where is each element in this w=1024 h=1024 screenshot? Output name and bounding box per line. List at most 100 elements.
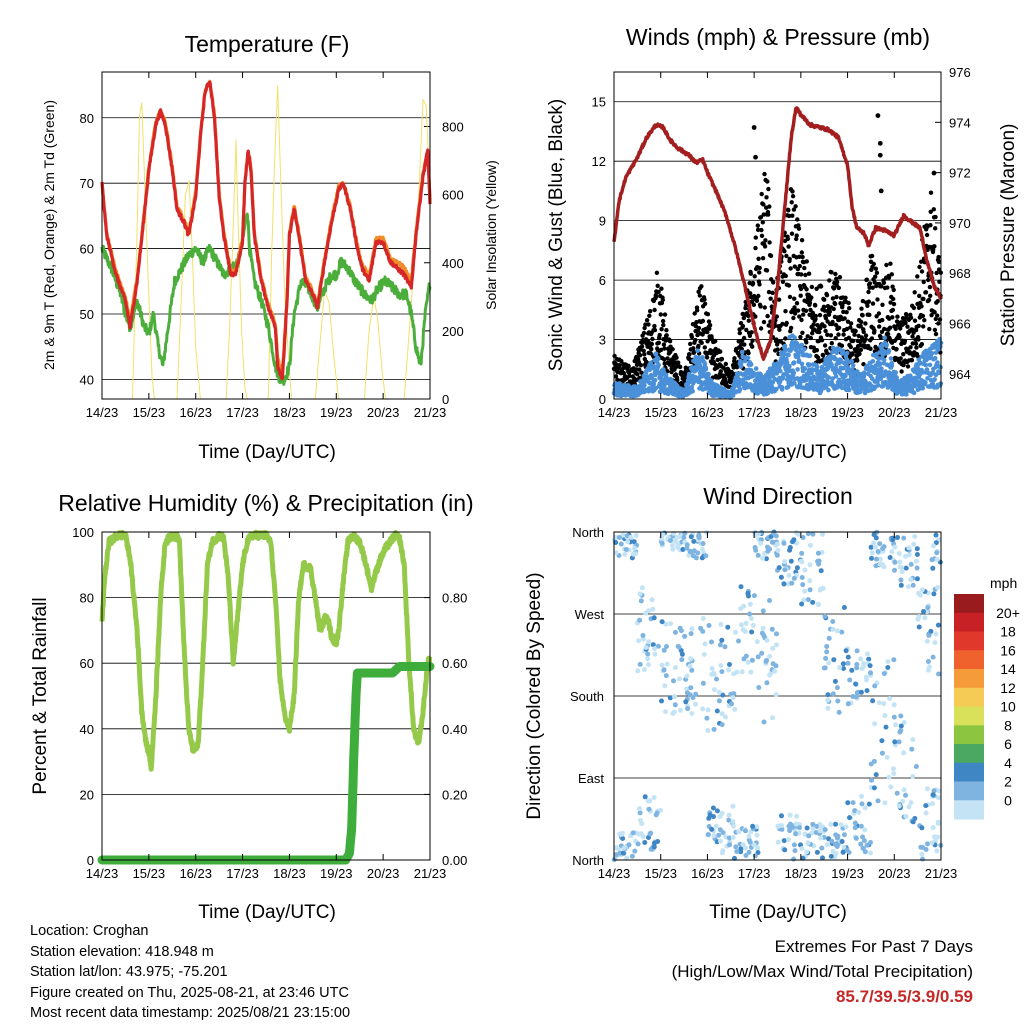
- gust-point: [748, 271, 753, 276]
- direction-point: [709, 639, 714, 645]
- direction-point: [794, 813, 800, 819]
- direction-point: [714, 676, 719, 682]
- gust-point: [827, 278, 832, 283]
- gust-point: [767, 240, 772, 245]
- wind-point: [789, 346, 795, 352]
- direction-point: [935, 819, 941, 825]
- gust-point: [635, 372, 640, 377]
- direction-point: [795, 531, 801, 537]
- colorbar-unit: mph: [990, 575, 1017, 591]
- direction-point: [871, 785, 877, 791]
- direction-point: [933, 532, 939, 538]
- gust-point: [878, 335, 883, 340]
- gust-point: [766, 212, 771, 217]
- gust-point: [707, 326, 712, 331]
- direction-point: [775, 548, 781, 553]
- direction-point: [898, 565, 904, 571]
- gust-point: [621, 370, 626, 376]
- gust-point: [702, 301, 708, 306]
- direction-point: [831, 657, 837, 663]
- gust-point: [776, 297, 782, 302]
- direction-point: [925, 605, 931, 611]
- gust-point: [935, 299, 940, 304]
- direction-point: [631, 539, 637, 545]
- gust-point: [757, 265, 762, 271]
- gust-point: [888, 261, 893, 266]
- gust-point: [919, 304, 924, 309]
- gust-point: [702, 345, 707, 350]
- direction-point: [905, 584, 911, 590]
- gust-point: [933, 214, 938, 220]
- direction-point: [903, 792, 908, 798]
- direction-point: [805, 597, 811, 603]
- panel-wind-direction-axes: 14/23 15/23 16/23 17/23 18/23 19/23 20/23 21/23: [598, 531, 958, 881]
- gust-point: [922, 318, 927, 323]
- direction-point: [845, 660, 851, 666]
- gust-point: [935, 313, 940, 318]
- direction-point: [748, 669, 754, 675]
- wind-point: [781, 352, 787, 357]
- gust-point: [660, 297, 665, 303]
- wind-point: [843, 373, 848, 379]
- direction-point: [754, 639, 760, 645]
- wind-point: [785, 384, 791, 390]
- gust-point: [811, 327, 817, 332]
- direction-point: [852, 825, 858, 831]
- direction-point: [718, 621, 724, 627]
- gust-point: [799, 317, 804, 323]
- x-tick-label: 21/23: [925, 866, 958, 881]
- gust-point: [916, 323, 921, 329]
- direction-point: [738, 606, 744, 612]
- direction-point: [935, 834, 941, 840]
- direction-point: [862, 805, 868, 811]
- x-tick-label: 15/23: [644, 405, 677, 420]
- gust-point: [699, 340, 704, 345]
- direction-point: [881, 701, 887, 707]
- gust-point: [885, 285, 890, 290]
- direction-point: [840, 661, 846, 667]
- wind-direction-title: Wind Direction: [703, 483, 853, 509]
- gust-point: [660, 318, 666, 324]
- direction-point: [818, 568, 824, 574]
- gust-point: [903, 320, 908, 326]
- direction-point: [916, 624, 922, 630]
- direction-point: [850, 694, 856, 699]
- gust-point: [928, 223, 933, 228]
- direction-point: [716, 698, 722, 704]
- direction-point: [800, 582, 806, 588]
- gust-point: [932, 310, 937, 315]
- gust-point: [924, 232, 930, 238]
- gust-point: [798, 334, 803, 340]
- gust-point: [890, 315, 895, 320]
- gust-point: [825, 332, 830, 337]
- direction-point: [782, 847, 788, 853]
- direction-point: [693, 701, 698, 707]
- gust-point: [923, 290, 929, 295]
- wind-point: [753, 366, 759, 371]
- direction-point: [846, 850, 852, 855]
- direction-point: [669, 542, 675, 548]
- wind-point: [830, 376, 835, 381]
- gust-point: [648, 309, 653, 314]
- gust-point: [784, 253, 789, 259]
- direction-point: [936, 795, 941, 801]
- direction-point: [779, 813, 784, 819]
- gust-point: [723, 361, 728, 367]
- gust-point: [848, 344, 853, 350]
- direction-point: [892, 559, 898, 565]
- gust-point: [641, 348, 646, 353]
- series-2m-td: [100, 212, 432, 386]
- direction-point: [756, 685, 762, 690]
- direction-point: [825, 692, 831, 698]
- direction-point: [672, 694, 678, 700]
- wind-point: [777, 379, 783, 385]
- direction-point: [858, 656, 864, 662]
- direction-point: [874, 556, 879, 562]
- direction-point: [734, 849, 740, 854]
- direction-point: [873, 563, 879, 569]
- y2-tick-label: 970: [949, 216, 971, 231]
- wind-point: [923, 362, 929, 368]
- direction-point: [650, 606, 656, 612]
- gust-point: [768, 296, 773, 301]
- gust-point: [642, 325, 647, 331]
